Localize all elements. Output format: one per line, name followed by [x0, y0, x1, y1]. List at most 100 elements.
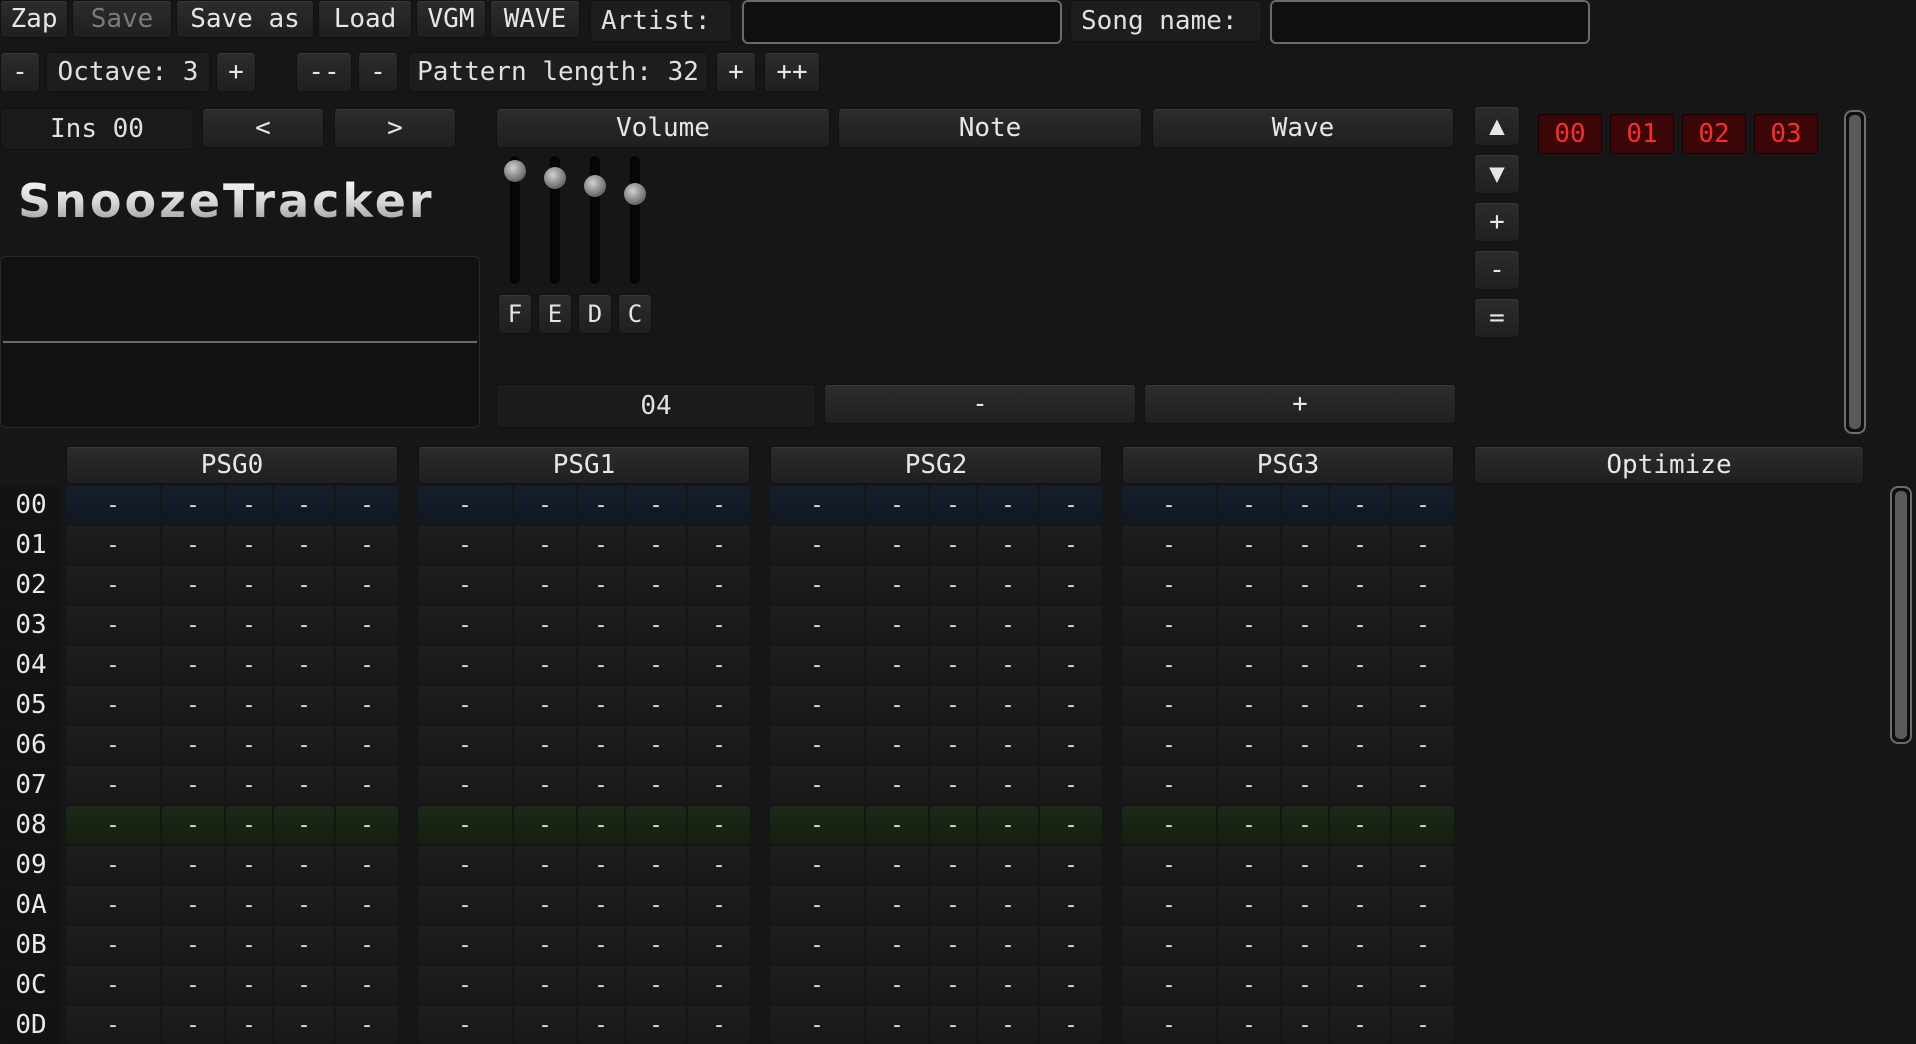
pattern-cell[interactable]: - [226, 686, 272, 724]
pattern-cell[interactable]: - [1330, 1006, 1390, 1044]
order-entry[interactable]: 00 [1538, 114, 1602, 154]
pattern-cell[interactable]: - [866, 646, 928, 684]
pattern-cell[interactable]: - [978, 526, 1038, 564]
pattern-cell[interactable]: - [978, 646, 1038, 684]
pattern-cell[interactable]: - [688, 606, 750, 644]
pattern-cell[interactable]: - [1282, 766, 1328, 804]
pattern-cell[interactable]: - [688, 1006, 750, 1044]
pattern-cell[interactable]: - [1282, 886, 1328, 924]
pattern-cell[interactable]: - [66, 526, 160, 564]
save-button[interactable]: Save [72, 0, 172, 38]
pattern-cell[interactable]: - [866, 726, 928, 764]
pattern-cell[interactable]: - [1282, 926, 1328, 964]
pattern-cell[interactable]: - [274, 686, 334, 724]
pattern-cell[interactable]: - [930, 646, 976, 684]
pattern-cell[interactable]: - [770, 1006, 864, 1044]
pattern-cell[interactable]: - [418, 726, 512, 764]
pattern-cell[interactable]: - [66, 686, 160, 724]
tab-note[interactable]: Note [838, 108, 1142, 148]
pattern-cell[interactable]: - [336, 766, 398, 804]
pattern-cell[interactable]: - [336, 806, 398, 844]
pattern-cell[interactable]: - [930, 686, 976, 724]
pattern-cell[interactable]: - [770, 846, 864, 884]
pattern-cell[interactable]: - [1040, 846, 1102, 884]
pattern-cell[interactable]: - [226, 886, 272, 924]
pattern-cell[interactable]: - [274, 966, 334, 1004]
channel-header-psg1[interactable]: PSG1 [418, 446, 750, 484]
pattern-cell[interactable]: - [1282, 806, 1328, 844]
pattern-cell[interactable]: - [418, 806, 512, 844]
pattern-cell[interactable]: - [770, 726, 864, 764]
pattern-cell[interactable]: - [688, 646, 750, 684]
envelope-decrease-button[interactable]: - [824, 384, 1136, 424]
pattern-cell[interactable]: - [688, 806, 750, 844]
pattern-cell[interactable]: - [1040, 486, 1102, 524]
order-remove-button[interactable]: - [1474, 250, 1520, 290]
pattern-cell[interactable]: - [930, 806, 976, 844]
pattern-cell[interactable]: - [866, 686, 928, 724]
load-button[interactable]: Load [318, 0, 412, 38]
pattern-cell[interactable]: - [1282, 646, 1328, 684]
pattern-cell[interactable]: - [162, 486, 224, 524]
pattern-cell[interactable]: - [336, 526, 398, 564]
pattern-cell[interactable]: - [418, 486, 512, 524]
pattern-cell[interactable]: - [688, 926, 750, 964]
pattern-cell[interactable]: - [770, 886, 864, 924]
order-scrollbar-thumb[interactable] [1849, 115, 1861, 429]
slider-knob-d[interactable] [584, 175, 606, 198]
pattern-cell[interactable]: - [66, 806, 160, 844]
pattern-cell[interactable]: - [418, 966, 512, 1004]
pattern-cell[interactable]: - [930, 926, 976, 964]
pattern-cell[interactable]: - [66, 566, 160, 604]
pattern-cell[interactable]: - [1218, 846, 1280, 884]
pattern-cell[interactable]: - [274, 886, 334, 924]
slider-knob-c[interactable] [624, 182, 646, 205]
pattern-cell[interactable]: - [1392, 686, 1454, 724]
pattern-cell[interactable]: - [866, 1006, 928, 1044]
pattern-length-increase-button[interactable]: + [716, 52, 756, 92]
pattern-cell[interactable]: - [978, 606, 1038, 644]
pattern-cell[interactable]: - [626, 566, 686, 604]
pattern-cell[interactable]: - [66, 766, 160, 804]
pattern-cell[interactable]: - [1392, 486, 1454, 524]
pattern-cell[interactable]: - [578, 606, 624, 644]
pattern-cell[interactable]: - [930, 886, 976, 924]
order-scrollbar[interactable] [1844, 110, 1866, 434]
pattern-cell[interactable]: - [1392, 526, 1454, 564]
pattern-cell[interactable]: - [1392, 766, 1454, 804]
order-entry[interactable]: 01 [1610, 114, 1674, 154]
pattern-cell[interactable]: - [1040, 1006, 1102, 1044]
pattern-cell[interactable]: - [418, 566, 512, 604]
order-entry[interactable]: 02 [1682, 114, 1746, 154]
order-add-button[interactable]: + [1474, 202, 1520, 242]
pattern-cell[interactable]: - [578, 726, 624, 764]
wave-button[interactable]: WAVE [490, 0, 580, 38]
pattern-cell[interactable]: - [1282, 846, 1328, 884]
pattern-cell[interactable]: - [66, 926, 160, 964]
pattern-cell[interactable]: - [1330, 846, 1390, 884]
pattern-cell[interactable]: - [66, 606, 160, 644]
pattern-scrollbar[interactable] [1890, 486, 1912, 744]
pattern-cell[interactable]: - [1330, 646, 1390, 684]
pattern-cell[interactable]: - [626, 806, 686, 844]
pattern-cell[interactable]: - [578, 926, 624, 964]
pattern-cell[interactable]: - [626, 926, 686, 964]
pattern-cell[interactable]: - [336, 486, 398, 524]
pattern-cell[interactable]: - [66, 1006, 160, 1044]
octave-up-button[interactable]: + [216, 52, 256, 92]
pattern-cell[interactable]: - [1040, 726, 1102, 764]
pattern-cell[interactable]: - [1040, 966, 1102, 1004]
pattern-cell[interactable]: - [978, 806, 1038, 844]
envelope-increase-button[interactable]: + [1144, 384, 1456, 424]
pattern-cell[interactable]: - [688, 846, 750, 884]
pattern-cell[interactable]: - [1218, 486, 1280, 524]
pattern-cell[interactable]: - [1218, 646, 1280, 684]
pattern-cell[interactable]: - [1040, 766, 1102, 804]
pattern-cell[interactable]: - [930, 566, 976, 604]
pattern-cell[interactable]: - [1330, 886, 1390, 924]
pattern-cell[interactable]: - [66, 486, 160, 524]
pattern-cell[interactable]: - [1392, 606, 1454, 644]
pattern-cell[interactable]: - [1122, 606, 1216, 644]
pattern-cell[interactable]: - [1392, 646, 1454, 684]
pattern-cell[interactable]: - [978, 1006, 1038, 1044]
